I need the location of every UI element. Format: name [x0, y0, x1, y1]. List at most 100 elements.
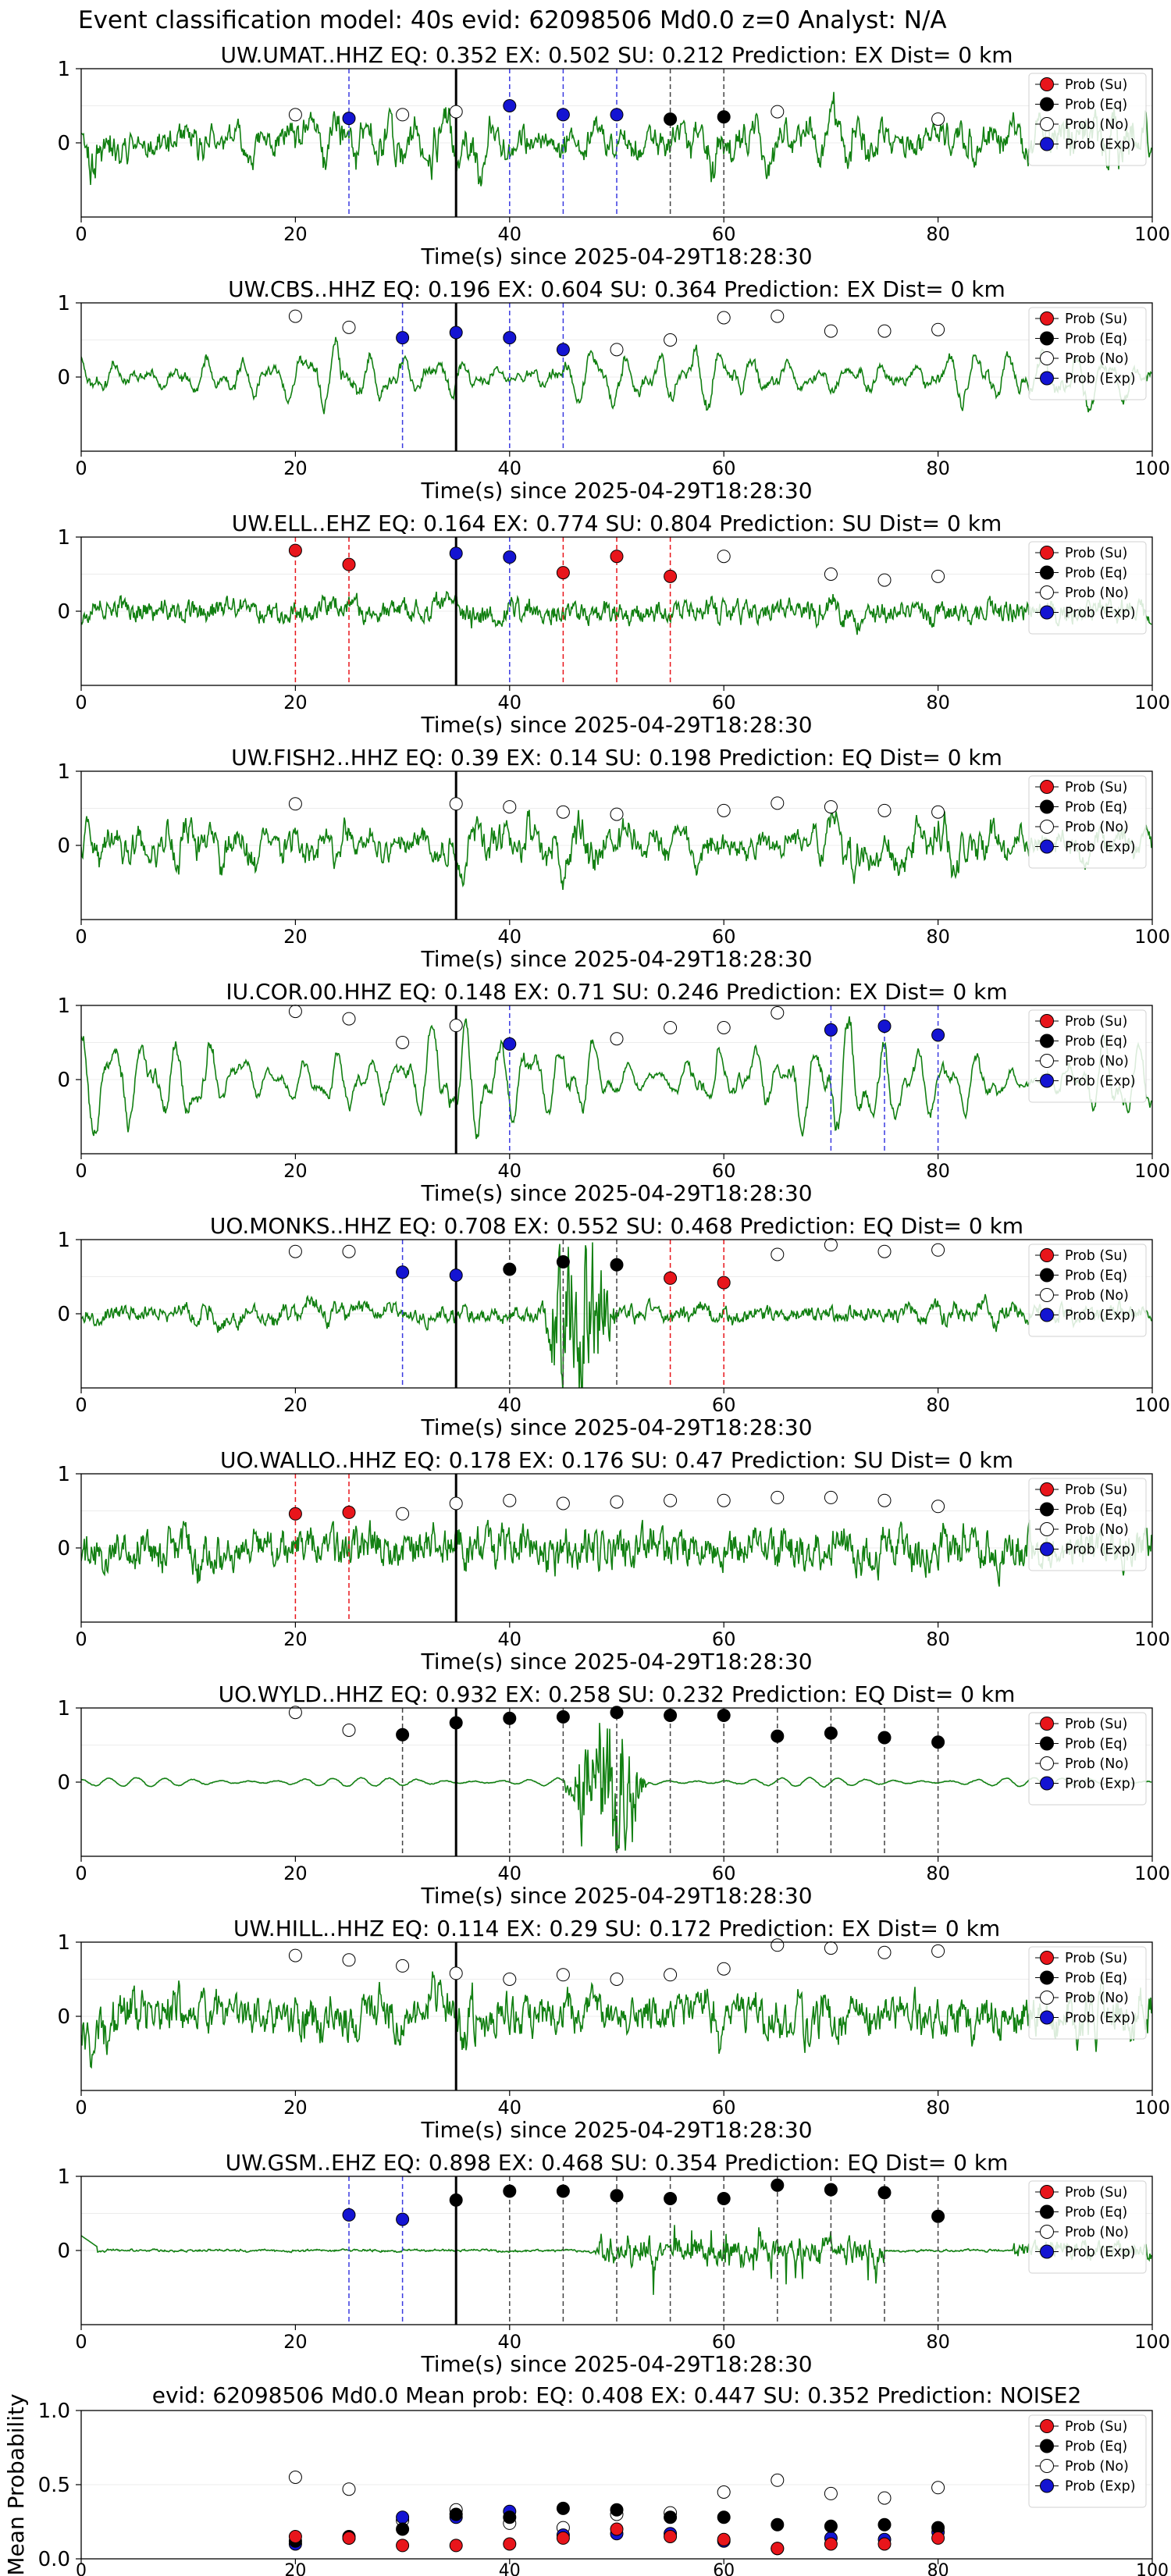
legend-marker: [1040, 1951, 1054, 1965]
x-tick-label: 40: [498, 457, 522, 479]
legend-label: Prob (Exp): [1065, 2479, 1136, 2495]
legend-marker: [1040, 546, 1054, 560]
legend-label: Prob (Eq): [1065, 2205, 1127, 2221]
y-tick-label: 1: [57, 526, 70, 550]
prob-point: [396, 1036, 410, 1049]
legend-label: Prob (Eq): [1065, 98, 1127, 113]
mean-prob-point: [449, 2539, 463, 2553]
legend-label: Prob (No): [1065, 1288, 1129, 1304]
prob-point: [503, 331, 517, 345]
mean-prob-point: [931, 2481, 945, 2495]
x-tick-label: 100: [1134, 1863, 1170, 1884]
mean-prob-point: [449, 2507, 463, 2521]
prob-point: [717, 1709, 731, 1722]
prob-point: [610, 2189, 624, 2203]
legend-marker: [1040, 1502, 1054, 1517]
y-tick-label: 1: [57, 760, 70, 784]
prob-point: [877, 1019, 892, 1034]
y-tick-label: 1: [57, 2165, 70, 2189]
x-tick-label: 20: [284, 2561, 306, 2576]
panel-title: UO.WYLD..HHZ EQ: 0.932 EX: 0.258 SU: 0.2…: [219, 1681, 1016, 1707]
prob-point: [610, 550, 624, 564]
prob-point: [449, 105, 463, 119]
mean-prob-point: [556, 2501, 570, 2515]
y-tick-label: 0.5: [38, 2474, 70, 2497]
prob-point: [449, 1268, 463, 1283]
summary-title: evid: 62098506 Md0.0 Mean prob: EQ: 0.40…: [152, 2382, 1082, 2408]
y-tick-label: 0: [57, 1537, 70, 1560]
prob-point: [288, 797, 302, 811]
legend-marker: [1040, 820, 1054, 834]
prob-point: [717, 550, 731, 564]
x-tick-label: 80: [926, 2331, 950, 2353]
x-tick-label: 60: [712, 2097, 736, 2119]
prob-point: [556, 343, 570, 357]
legend-marker: [1040, 1288, 1054, 1302]
legend-label: Prob (No): [1065, 1522, 1129, 1538]
legend-marker: [1040, 2204, 1054, 2219]
x-axis-label: Time(s) since 2025-04-29T18:28:30: [420, 2117, 812, 2143]
x-tick-label: 0: [75, 1863, 87, 1884]
station-panel: UW.CBS..HHZ EQ: 0.196 EX: 0.604 SU: 0.36…: [57, 276, 1169, 503]
x-tick-label: 0: [75, 692, 87, 713]
x-tick-label: 40: [498, 2097, 522, 2119]
y-tick-label: 1: [57, 292, 70, 315]
prob-point: [610, 1973, 624, 1986]
legend-marker: [1040, 1034, 1054, 1048]
prob-point: [556, 1968, 570, 1982]
prob-point: [342, 1724, 356, 1737]
y-tick-label: 0: [57, 1303, 70, 1326]
x-tick-label: 80: [926, 692, 950, 713]
x-tick-label: 100: [1134, 457, 1170, 479]
prob-point: [342, 1505, 356, 1519]
mean-prob-point: [288, 2530, 302, 2543]
y-tick-label: 1: [57, 1931, 70, 1955]
x-tick-label: 20: [283, 457, 308, 479]
prob-point: [610, 108, 624, 122]
prob-point: [503, 550, 517, 564]
prob-point: [342, 112, 356, 126]
x-tick-label: 40: [498, 223, 522, 245]
prob-point: [824, 1238, 838, 1252]
x-tick-label: 60: [713, 2561, 735, 2576]
panel-title: UW.HILL..HHZ EQ: 0.114 EX: 0.29 SU: 0.17…: [233, 1916, 1000, 1941]
prob-point: [503, 1262, 517, 1276]
prob-point: [824, 324, 838, 338]
legend-label: Prob (Eq): [1065, 1034, 1127, 1050]
prob-point: [824, 1023, 838, 1037]
prob-point: [717, 110, 731, 124]
prob-point: [824, 1490, 838, 1504]
prob-point: [503, 1493, 517, 1507]
prob-point: [610, 807, 624, 821]
prob-point: [824, 2183, 838, 2197]
legend-label: Prob (No): [1065, 2225, 1129, 2240]
x-tick-label: 20: [283, 2331, 308, 2353]
legend-box: [1028, 1946, 1147, 2040]
prob-point: [342, 2208, 356, 2222]
x-tick-label: 60: [712, 692, 736, 713]
prob-point: [717, 1021, 731, 1034]
legend-label: Prob (Eq): [1065, 800, 1127, 816]
x-tick-label: 100: [1134, 2331, 1170, 2353]
prob-point: [342, 1953, 356, 1967]
x-tick-label: 60: [712, 1628, 736, 1650]
x-tick-label: 100: [1134, 926, 1170, 948]
x-tick-label: 40: [498, 1863, 522, 1884]
x-tick-label: 20: [283, 692, 308, 713]
panel-title: UW.GSM..EHZ EQ: 0.898 EX: 0.468 SU: 0.35…: [226, 2150, 1009, 2176]
legend-label: Prob (Exp): [1065, 2245, 1136, 2261]
y-tick-label: 0: [57, 2240, 70, 2263]
mean-prob-point: [396, 2510, 410, 2524]
panel-title: UW.CBS..HHZ EQ: 0.196 EX: 0.604 SU: 0.36…: [228, 276, 1005, 302]
station-panel: UW.FISH2..HHZ EQ: 0.39 EX: 0.14 SU: 0.19…: [57, 745, 1169, 972]
legend-marker: [1040, 605, 1054, 620]
x-axis-label: Time(s) since 2025-04-29T18:28:30: [420, 712, 812, 738]
x-tick-label: 100: [1134, 2097, 1170, 2119]
legend-marker: [1040, 137, 1054, 151]
legend-label: Prob (No): [1065, 585, 1129, 601]
legend-marker: [1040, 565, 1054, 580]
prob-point: [931, 112, 945, 126]
prob-point: [449, 1966, 463, 1980]
prob-point: [556, 805, 570, 819]
